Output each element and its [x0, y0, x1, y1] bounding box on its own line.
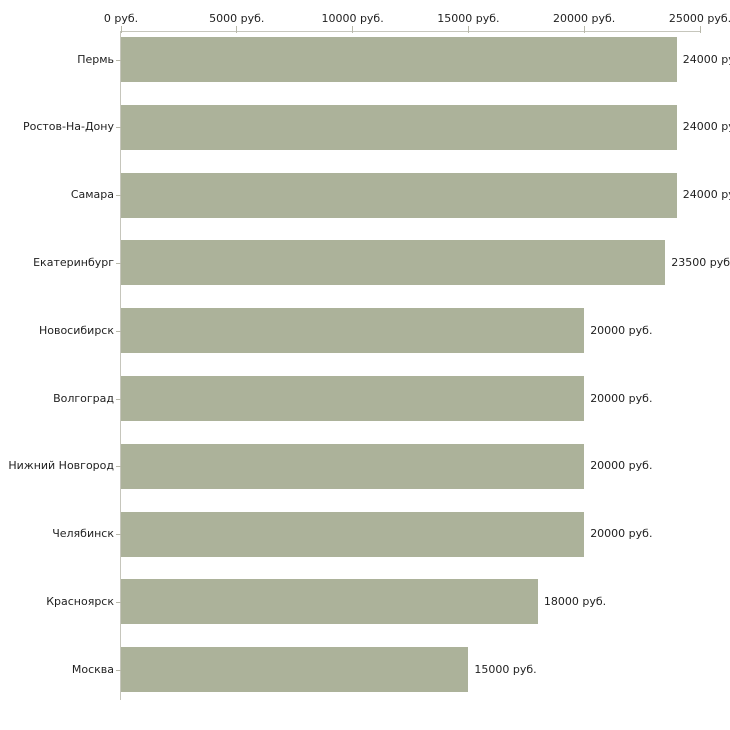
y-axis-tick	[116, 262, 121, 264]
x-axis-tick	[236, 26, 238, 33]
bar	[121, 443, 585, 489]
category-label: Красноярск	[46, 594, 114, 608]
category-label: Челябинск	[52, 527, 114, 541]
bar	[121, 104, 677, 150]
x-axis-tick-label: 15000 руб.	[437, 12, 500, 25]
value-label: 24000 руб.	[682, 52, 730, 66]
value-label: 20000 руб.	[590, 323, 653, 337]
value-label: 20000 руб.	[590, 391, 653, 405]
x-axis-line	[121, 31, 701, 32]
value-label: 23500 руб.	[671, 255, 730, 269]
category-label: Екатеринбург	[33, 255, 114, 269]
y-axis-tick	[116, 398, 121, 400]
category-label: Новосибирск	[38, 323, 114, 337]
value-label: 15000 руб.	[474, 662, 537, 676]
bar	[121, 579, 538, 625]
x-axis-tick-label: 25000 руб.	[668, 12, 730, 25]
value-label: 24000 руб.	[682, 120, 730, 134]
bar	[121, 172, 677, 218]
x-axis-tick	[467, 26, 469, 33]
value-label: 24000 руб.	[682, 188, 730, 202]
x-axis-tick	[120, 26, 122, 33]
y-axis-tick	[116, 601, 121, 603]
bar	[121, 376, 585, 421]
y-axis-tick	[116, 330, 121, 332]
y-axis-tick	[116, 59, 121, 61]
y-axis-tick	[116, 195, 121, 197]
category-label: Волгоград	[53, 391, 114, 405]
y-axis-tick	[116, 127, 121, 129]
value-label: 20000 руб.	[590, 527, 653, 541]
category-label: Самара	[70, 188, 114, 202]
x-axis-tick-label: 10000 руб.	[321, 12, 384, 25]
category-label: Ростов-На-Дону	[22, 120, 114, 134]
x-axis-tick	[352, 26, 354, 33]
y-axis-line	[120, 31, 121, 700]
x-axis-tick-label: 0 руб.	[103, 12, 139, 25]
y-axis-tick	[116, 669, 121, 671]
bar	[121, 37, 677, 82]
y-axis-tick	[116, 534, 121, 536]
bar	[121, 308, 585, 354]
bar	[121, 647, 469, 693]
x-axis-tick	[699, 26, 701, 33]
value-label: 18000 руб.	[543, 594, 607, 608]
x-axis-tick-label: 20000 руб.	[553, 12, 616, 25]
bar	[121, 240, 666, 286]
category-label: Москва	[71, 662, 114, 676]
value-label: 20000 руб.	[590, 459, 653, 473]
x-axis-tick-label: 5000 руб.	[209, 12, 265, 25]
category-label: Пермь	[77, 52, 114, 66]
x-axis-tick	[583, 26, 585, 33]
category-label: Нижний Новгород	[8, 459, 114, 473]
y-axis-tick	[116, 466, 121, 468]
bar	[121, 511, 585, 557]
